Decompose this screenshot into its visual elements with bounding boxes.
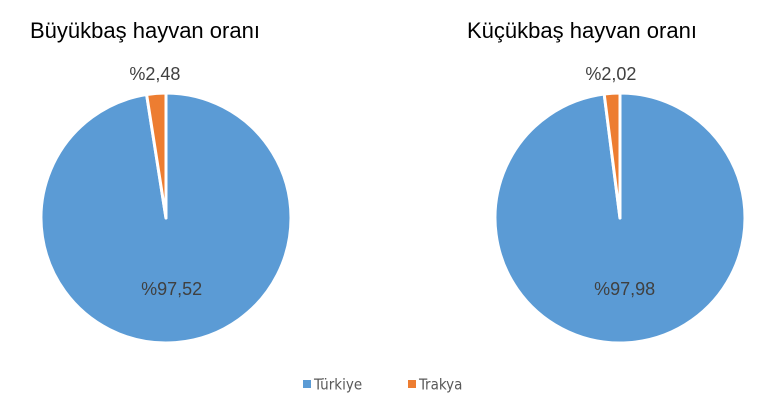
chart-title: Küçükbaş hayvan oranı bbox=[467, 18, 697, 43]
legend-swatch bbox=[303, 380, 311, 388]
pie-slice bbox=[145, 91, 168, 220]
legend-label: Türkiye bbox=[313, 376, 362, 394]
legend-swatch bbox=[408, 380, 416, 388]
pie-slice bbox=[602, 91, 622, 220]
data-label: %97,52 bbox=[141, 279, 202, 299]
data-label: %2,02 bbox=[585, 64, 636, 84]
data-label: %97,98 bbox=[594, 279, 655, 299]
chart-title: Büyükbaş hayvan oranı bbox=[30, 18, 260, 43]
legend-label: Trakya bbox=[418, 376, 462, 394]
data-label: %2,48 bbox=[129, 64, 180, 84]
